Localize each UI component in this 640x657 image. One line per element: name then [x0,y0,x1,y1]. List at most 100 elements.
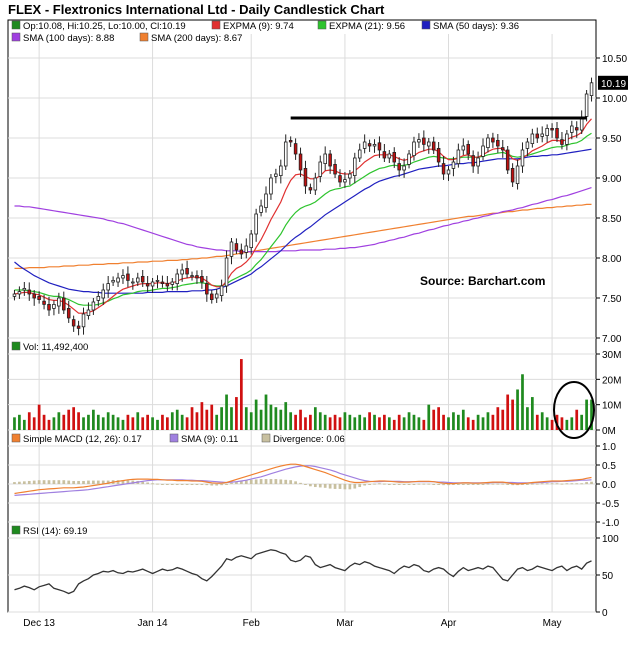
volume-bar [358,414,362,430]
sma50-line [14,148,592,294]
candle-body [451,161,456,169]
x-axis-label: Feb [243,618,261,629]
candle-body [264,193,268,208]
candle-body [76,325,81,329]
candle-body [382,151,387,159]
divergence-bar [590,481,593,484]
volume-bar [146,414,149,430]
divergence-bar [77,480,80,484]
legend-band [9,523,595,537]
divergence-bar [338,484,342,489]
divergence-bar [447,484,450,486]
divergence-bar [225,484,228,485]
volume-bar [210,404,214,430]
candle-body [160,281,165,285]
volume-bar [304,417,307,430]
volume-bar [225,394,228,430]
volume-bar [254,399,258,430]
divergence-bar [170,484,174,485]
volume-bar [313,407,317,430]
volume-bar [205,409,209,430]
candle-body [17,291,22,295]
volume-bar [18,414,21,430]
legend-swatch [11,32,21,42]
volume-bar [32,417,36,430]
volume-bar [412,414,416,430]
candle-body [165,283,170,287]
divergence-bar [555,483,559,485]
panel-frame [7,19,597,339]
candle-body [91,301,96,311]
candle-body [62,297,66,311]
candle-body [491,137,495,143]
divergence-bar [299,482,302,484]
divergence-bar [343,484,347,490]
candle-body [136,277,140,283]
divergence-bar [526,484,529,485]
volume-bar [580,414,584,430]
volume-bar [452,412,455,430]
candle-body [397,163,401,171]
divergence-bar [496,483,500,485]
candle-body [407,153,411,165]
divergence-bar [368,484,371,485]
legend-swatch [11,20,21,30]
volume-bar [72,407,76,430]
volume-bar [47,419,51,430]
candle-body [71,319,76,327]
last-price-tag-box [598,75,628,90]
price-tick-label: 9.50 [602,134,622,145]
candle-body [205,283,209,295]
candle-body [510,167,515,183]
divergence-bar [190,484,194,485]
candle-body [476,157,480,167]
volume-bar [575,409,579,430]
candle-body [343,179,347,183]
volume-bar [535,414,539,430]
macd-tick-label: 0.5 [602,461,616,472]
volume-bar [77,412,80,430]
volume-bar [62,414,66,430]
divergence-bar [62,480,66,484]
legend-label: Op:10.08, Hi:10.25, Lo:10.00, Cl:10.19 [23,21,186,32]
legend-band [9,339,595,353]
volume-bar [170,412,174,430]
candle-body [525,141,530,149]
candle-body [140,275,145,283]
divergence-bar [37,480,41,484]
divergence-bar [210,484,214,486]
candle-body [318,161,323,177]
divergence-bar [318,484,322,488]
legend-label: EXPMA (21): 9.56 [329,21,405,32]
divergence-bar [363,484,367,486]
divergence-bar [239,480,243,484]
volume-bar [402,417,406,430]
volume-highlight-circle [553,381,595,439]
divergence-bar [387,484,391,485]
candle-body [496,139,500,147]
rsi-line [14,549,592,595]
divergence-bar [200,484,204,485]
candle-body [22,287,27,291]
volume-bar [279,409,283,430]
candle-body [190,275,194,278]
volume-bar [151,417,154,430]
candle-body [185,267,189,275]
divergence-bar [72,480,76,484]
candle-body [515,165,520,185]
volume-bar [220,407,223,430]
legend-swatch [139,32,149,42]
candle-body [555,127,559,139]
x-axis-label: Mar [336,618,354,629]
candle-body [574,127,579,131]
candle-body [283,141,288,167]
x-axis-label: Jan 14 [138,618,168,629]
volume-bar [106,412,110,430]
divergence-bar [289,480,293,484]
volume-bar [200,402,204,430]
volume-bar [343,412,347,430]
divergence-bar [279,479,283,484]
volume-bar [427,404,431,430]
divergence-bar [294,481,297,484]
price-tick-label: 8.50 [602,214,622,225]
